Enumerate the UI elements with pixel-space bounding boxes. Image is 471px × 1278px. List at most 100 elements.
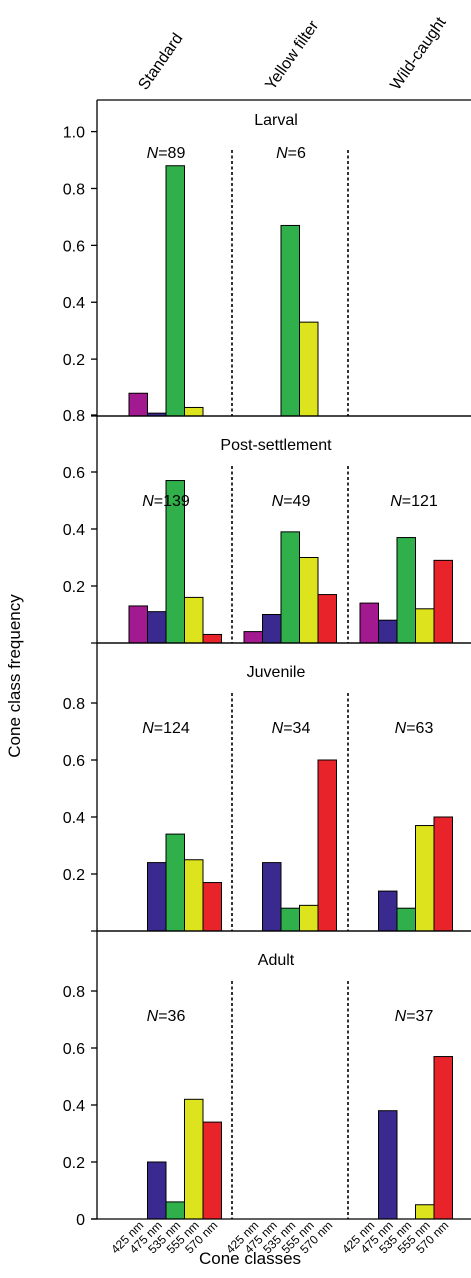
sample-size-yellow-filter: N=6 <box>276 145 306 162</box>
y-tick-label: 0.2 <box>63 867 85 884</box>
panel-title: Juvenile <box>247 664 306 681</box>
sample-size-value: =6 <box>288 145 306 162</box>
bar-adult-wild-caught-475-nm <box>378 1110 398 1220</box>
sample-size-value: =63 <box>406 720 433 737</box>
bar-juvenile-standard-570-nm <box>202 882 222 932</box>
y-tick-label: 0.8 <box>63 984 85 1001</box>
bar-post-settlement-standard-425-nm <box>128 605 148 644</box>
panel-title: Larval <box>254 112 298 129</box>
sample-size-symbol: N <box>390 493 402 510</box>
bar-juvenile-wild-caught-570-nm <box>433 816 453 932</box>
bar-post-settlement-yellow-filter-555-nm <box>299 557 319 644</box>
bar-juvenile-standard-475-nm <box>147 862 167 932</box>
y-tick-label: 0.4 <box>63 522 85 539</box>
y-tick-label: 0.4 <box>63 295 85 312</box>
sample-size-symbol: N <box>147 145 159 162</box>
bar-larval-standard-555-nm <box>184 406 204 417</box>
bar-post-settlement-yellow-filter-425-nm <box>243 631 263 644</box>
bar-post-settlement-wild-caught-535-nm <box>396 537 416 644</box>
bar-adult-standard-475-nm <box>147 1161 167 1220</box>
bar-juvenile-yellow-filter-475-nm <box>262 862 282 932</box>
bar-adult-wild-caught-555-nm <box>415 1204 435 1220</box>
x-axis-label: Cone classes <box>199 1249 301 1268</box>
bar-juvenile-yellow-filter-535-nm <box>280 907 300 932</box>
sample-size-symbol: N <box>142 493 154 510</box>
sample-size-yellow-filter: N=49 <box>272 493 311 510</box>
bar-juvenile-standard-535-nm <box>165 833 185 932</box>
y-tick-label: 0.8 <box>63 696 85 713</box>
sample-size-symbol: N <box>272 720 284 737</box>
y-tick-label: 0.8 <box>63 408 85 425</box>
sample-size-yellow-filter: N=34 <box>272 720 311 737</box>
sample-size-value: =36 <box>158 1008 185 1025</box>
bar-larval-standard-425-nm <box>128 392 148 417</box>
sample-size-symbol: N <box>276 145 288 162</box>
sample-size-standard: N=89 <box>147 145 186 162</box>
y-tick-label: 0.4 <box>63 810 85 827</box>
sample-size-wild-caught: N=121 <box>390 493 438 510</box>
bar-post-settlement-standard-570-nm <box>202 633 222 644</box>
bar-adult-standard-555-nm <box>184 1098 204 1220</box>
bar-adult-standard-535-nm <box>165 1201 185 1220</box>
y-tick-label: 0.2 <box>63 352 85 369</box>
sample-size-symbol: N <box>142 720 154 737</box>
bar-post-settlement-wild-caught-475-nm <box>378 619 398 644</box>
bar-juvenile-wild-caught-475-nm <box>378 890 398 932</box>
condition-label-yellow-filter: Yellow filter <box>262 17 322 93</box>
sample-size-value: =49 <box>283 493 310 510</box>
sample-size-symbol: N <box>147 1008 159 1025</box>
condition-label-wild-caught: Wild-caught <box>387 14 450 93</box>
panel-title: Post-settlement <box>220 437 332 454</box>
sample-size-standard: N=36 <box>147 1008 186 1025</box>
y-tick-label: 0.6 <box>63 753 85 770</box>
y-tick-label: 0.6 <box>63 1041 85 1058</box>
bar-post-settlement-yellow-filter-570-nm <box>317 594 337 644</box>
y-tick-label: 0.6 <box>63 238 85 255</box>
sample-size-wild-caught: N=63 <box>395 720 434 737</box>
y-tick-label: 0 <box>76 1212 85 1229</box>
sample-size-wild-caught: N=37 <box>395 1008 434 1025</box>
sample-size-value: =37 <box>406 1008 433 1025</box>
y-tick-label: 0.8 <box>63 181 85 198</box>
bar-juvenile-standard-555-nm <box>184 859 204 932</box>
y-tick-label: 0.6 <box>63 465 85 482</box>
y-axis-label: Cone class frequency <box>5 594 24 758</box>
bar-larval-standard-535-nm <box>165 165 185 417</box>
y-tick-label: 0.2 <box>63 579 85 596</box>
sample-size-symbol: N <box>395 1008 407 1025</box>
sample-size-standard: N=124 <box>142 720 190 737</box>
bar-adult-wild-caught-570-nm <box>433 1056 453 1220</box>
condition-label-standard: Standard <box>135 30 186 93</box>
sample-size-symbol: N <box>272 493 284 510</box>
sample-size-value: =124 <box>154 720 190 737</box>
y-tick-label: 0.2 <box>63 1155 85 1172</box>
sample-size-symbol: N <box>395 720 407 737</box>
bar-larval-yellow-filter-535-nm <box>280 224 300 417</box>
y-tick-label: 1.0 <box>63 125 85 142</box>
sample-size-value: =89 <box>158 145 185 162</box>
bar-post-settlement-standard-475-nm <box>147 611 167 644</box>
y-tick-label: 0.4 <box>63 1098 85 1115</box>
bar-post-settlement-yellow-filter-535-nm <box>280 531 300 644</box>
bar-juvenile-wild-caught-555-nm <box>415 825 435 932</box>
sample-size-value: =121 <box>402 493 438 510</box>
bar-juvenile-yellow-filter-570-nm <box>317 759 337 932</box>
bar-larval-yellow-filter-555-nm <box>299 321 319 417</box>
bar-post-settlement-wild-caught-570-nm <box>433 559 453 644</box>
sample-size-value: =34 <box>283 720 310 737</box>
condition-labels: Standard Yellow filter Wild-caught <box>135 14 450 93</box>
bar-post-settlement-yellow-filter-475-nm <box>262 614 282 644</box>
bar-adult-standard-570-nm <box>202 1121 222 1220</box>
bar-post-settlement-wild-caught-555-nm <box>415 608 435 644</box>
bar-post-settlement-standard-555-nm <box>184 596 204 644</box>
sample-size-value: =139 <box>154 493 190 510</box>
panel-title: Adult <box>258 952 295 969</box>
bar-post-settlement-wild-caught-425-nm <box>359 602 379 644</box>
